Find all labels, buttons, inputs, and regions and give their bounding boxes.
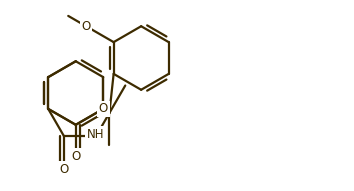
- Text: O: O: [99, 102, 108, 115]
- Text: NH: NH: [87, 128, 105, 141]
- Text: O: O: [59, 163, 69, 176]
- Text: O: O: [81, 20, 91, 33]
- Text: O: O: [71, 150, 80, 163]
